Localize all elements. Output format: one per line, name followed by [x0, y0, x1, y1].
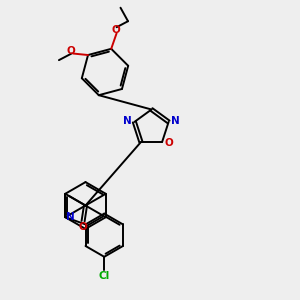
Text: O: O	[78, 222, 87, 232]
Text: N: N	[66, 212, 75, 222]
Text: N: N	[171, 116, 180, 126]
Text: O: O	[67, 46, 76, 56]
Text: O: O	[164, 138, 173, 148]
Text: N: N	[123, 116, 132, 126]
Text: Cl: Cl	[99, 271, 110, 281]
Text: O: O	[112, 25, 121, 35]
